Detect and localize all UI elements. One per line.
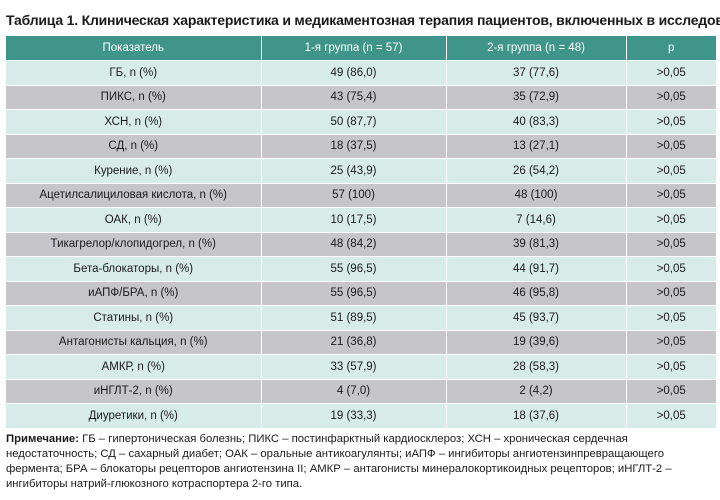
cell-indicator: Диуретики, n (%) bbox=[6, 403, 261, 428]
footnote: Примечание: ГБ – гипертоническая болезнь… bbox=[6, 432, 714, 492]
table-row: ГБ, n (%) 49 (86,0) 37 (77,6) >0,05 bbox=[6, 60, 716, 85]
table-row: Бета-блокаторы, n (%) 55 (96,5) 44 (91,7) >… bbox=[6, 256, 716, 281]
cell-group-2: 39 (81,3) bbox=[445, 231, 626, 257]
cell-group-1: 50 (87,7) bbox=[260, 109, 446, 134]
table-row: АМКР, n (%) 33 (57,9) 28 (58,3) >0,05 bbox=[6, 354, 716, 379]
cell-p-value: >0,05 bbox=[625, 109, 716, 134]
cell-indicator: ОАК, n (%) bbox=[6, 207, 261, 232]
cell-group-1: 18 (37,5) bbox=[260, 133, 446, 159]
cell-group-1: 55 (96,5) bbox=[260, 280, 446, 306]
cell-group-2: 26 (54,2) bbox=[445, 158, 626, 183]
table-row: ХСН, n (%) 50 (87,7) 40 (83,3) >0,05 bbox=[6, 109, 716, 134]
cell-p-value: >0,05 bbox=[625, 60, 716, 85]
cell-p-value: >0,05 bbox=[625, 378, 716, 404]
table-row: иНГЛТ-2, n (%) 4 (7,0) 2 (4,2) >0,05 bbox=[6, 378, 716, 404]
cell-group-1: 4 (7,0) bbox=[260, 378, 446, 404]
cell-group-2: 2 (4,2) bbox=[445, 378, 626, 404]
cell-p-value: >0,05 bbox=[625, 231, 716, 257]
cell-p-value: >0,05 bbox=[625, 305, 716, 330]
cell-group-1: 19 (33,3) bbox=[260, 403, 446, 428]
cell-indicator: АМКР, n (%) bbox=[6, 354, 261, 379]
header-p-value: p bbox=[625, 36, 716, 61]
cell-group-2: 13 (27,1) bbox=[445, 133, 626, 159]
cell-group-1: 21 (36,8) bbox=[260, 329, 446, 355]
footnote-label: Примечание: bbox=[6, 433, 79, 445]
cell-indicator: Бета-блокаторы, n (%) bbox=[6, 256, 261, 281]
cell-group-1: 57 (100) bbox=[260, 182, 446, 208]
cell-indicator: иАПФ/БРА, n (%) bbox=[6, 280, 261, 306]
table-row: ПИКС, n (%) 43 (75,4) 35 (72,9) >0,05 bbox=[6, 84, 716, 110]
cell-p-value: >0,05 bbox=[625, 280, 716, 306]
table-header-row: Показатель 1-я группа (n = 57) 2-я групп… bbox=[6, 36, 716, 61]
cell-p-value: >0,05 bbox=[625, 207, 716, 232]
cell-p-value: >0,05 bbox=[625, 256, 716, 281]
cell-p-value: >0,05 bbox=[625, 133, 716, 159]
cell-p-value: >0,05 bbox=[625, 354, 716, 379]
cell-group-1: 33 (57,9) bbox=[260, 354, 446, 379]
cell-group-2: 19 (39,6) bbox=[445, 329, 626, 355]
table-row: Статины, n (%) 51 (89,5) 45 (93,7) >0,05 bbox=[6, 305, 716, 330]
cell-group-1: 48 (84,2) bbox=[260, 231, 446, 257]
cell-group-2: 45 (93,7) bbox=[445, 305, 626, 330]
header-group-2: 2-я группа (n = 48) bbox=[445, 36, 626, 61]
cell-indicator: СД, n (%) bbox=[6, 133, 261, 159]
cell-indicator: ХСН, n (%) bbox=[6, 109, 261, 134]
patient-characteristics-table: Показатель 1-я группа (n = 57) 2-я групп… bbox=[6, 36, 716, 428]
table-row: иАПФ/БРА, n (%) 55 (96,5) 46 (95,8) >0,05 bbox=[6, 280, 716, 306]
cell-p-value: >0,05 bbox=[625, 329, 716, 355]
cell-indicator: иНГЛТ-2, n (%) bbox=[6, 378, 261, 404]
cell-p-value: >0,05 bbox=[625, 403, 716, 428]
cell-indicator: Ацетилсалициловая кислота, n (%) bbox=[6, 182, 261, 208]
cell-group-1: 55 (96,5) bbox=[260, 256, 446, 281]
cell-indicator: Статины, n (%) bbox=[6, 305, 261, 330]
cell-indicator: ГБ, n (%) bbox=[6, 60, 261, 85]
table-row: Диуретики, n (%) 19 (33,3) 18 (37,6) >0,05 bbox=[6, 403, 716, 428]
cell-indicator: Курение, n (%) bbox=[6, 158, 261, 183]
cell-group-2: 7 (14,6) bbox=[445, 207, 626, 232]
table-row: СД, n (%) 18 (37,5) 13 (27,1) >0,05 bbox=[6, 133, 716, 159]
cell-group-1: 25 (43,9) bbox=[260, 158, 446, 183]
table-row: Антагонисты кальция, n (%) 21 (36,8) 19 (3… bbox=[6, 329, 716, 355]
table-row: ОАК, n (%) 10 (17,5) 7 (14,6) >0,05 bbox=[6, 207, 716, 232]
cell-p-value: >0,05 bbox=[625, 158, 716, 183]
header-group-1: 1-я группа (n = 57) bbox=[260, 36, 446, 61]
cell-group-1: 49 (86,0) bbox=[260, 60, 446, 85]
cell-group-2: 37 (77,6) bbox=[445, 60, 626, 85]
cell-group-2: 35 (72,9) bbox=[445, 84, 626, 110]
table-row: Курение, n (%) 25 (43,9) 26 (54,2) >0,05 bbox=[6, 158, 716, 183]
cell-indicator: Антагонисты кальция, n (%) bbox=[6, 329, 261, 355]
table-row: Тикагрелор/клопидогрел, n (%) 48 (84,2) 39… bbox=[6, 231, 716, 257]
table-row: Ацетилсалициловая кислота, n (%) 57 (100)… bbox=[6, 182, 716, 208]
cell-group-1: 10 (17,5) bbox=[260, 207, 446, 232]
cell-group-2: 46 (95,8) bbox=[445, 280, 626, 306]
footnote-text: ГБ – гипертоническая болезнь; ПИКС – пос… bbox=[6, 433, 672, 490]
cell-group-1: 51 (89,5) bbox=[260, 305, 446, 330]
cell-group-2: 48 (100) bbox=[445, 182, 626, 208]
cell-group-2: 44 (91,7) bbox=[445, 256, 626, 281]
cell-p-value: >0,05 bbox=[625, 182, 716, 208]
cell-indicator: Тикагрелор/клопидогрел, n (%) bbox=[6, 231, 261, 257]
cell-group-2: 40 (83,3) bbox=[445, 109, 626, 134]
cell-group-2: 18 (37,6) bbox=[445, 403, 626, 428]
cell-group-1: 43 (75,4) bbox=[260, 84, 446, 110]
cell-group-2: 28 (58,3) bbox=[445, 354, 626, 379]
cell-p-value: >0,05 bbox=[625, 84, 716, 110]
cell-indicator: ПИКС, n (%) bbox=[6, 84, 261, 110]
header-indicator: Показатель bbox=[6, 36, 261, 61]
table-title: Таблица 1. Клиническая характеристика и … bbox=[6, 12, 720, 28]
